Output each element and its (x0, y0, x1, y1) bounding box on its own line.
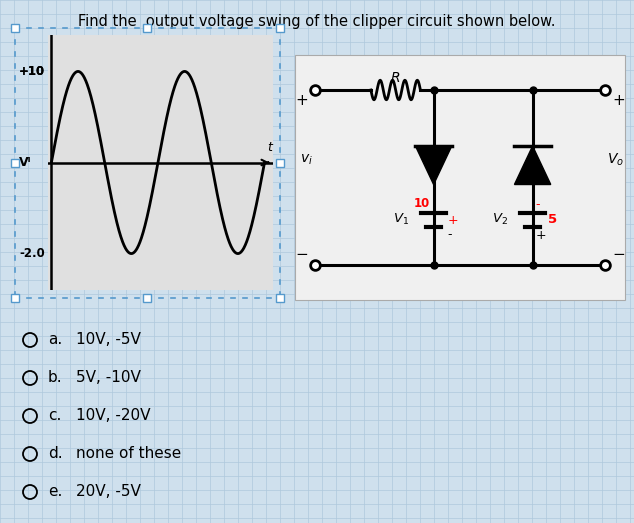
Text: 5: 5 (548, 213, 557, 226)
Text: $V_2$: $V_2$ (492, 212, 508, 227)
Text: t: t (267, 141, 272, 154)
Text: e.: e. (48, 484, 62, 499)
Text: none of these: none of these (76, 447, 181, 461)
Text: c.: c. (48, 408, 61, 424)
Text: Time: Time (145, 266, 177, 279)
Text: Find the  output voltage swing of the clipper circuit shown below.: Find the output voltage swing of the cli… (78, 14, 556, 29)
Text: -: - (535, 198, 540, 211)
Text: -2.0: -2.0 (19, 247, 45, 260)
Text: 10V, -20V: 10V, -20V (76, 408, 150, 424)
Text: a.: a. (48, 333, 62, 347)
Text: +10: +10 (19, 65, 45, 78)
Text: 5V, -10V: 5V, -10V (76, 370, 141, 385)
Text: 10V, -5V: 10V, -5V (76, 333, 141, 347)
Bar (11, 24, 19, 32)
Bar (276, 159, 284, 167)
Text: d.: d. (48, 447, 63, 461)
Text: +: + (535, 229, 546, 242)
Polygon shape (415, 146, 452, 185)
Text: −: − (295, 247, 308, 262)
Text: +: + (612, 93, 624, 108)
Text: +: + (295, 93, 308, 108)
Bar (11, 294, 19, 302)
Text: b.: b. (48, 370, 63, 385)
Text: R: R (391, 71, 401, 85)
Text: 20V, -5V: 20V, -5V (76, 484, 141, 499)
Bar (143, 24, 151, 32)
Text: Vᴵ: Vᴵ (19, 156, 32, 169)
Text: 10: 10 (414, 197, 430, 210)
Text: +: + (448, 214, 458, 228)
Bar (48, 35, 273, 290)
Bar (276, 24, 284, 32)
Text: +10: +10 (19, 65, 45, 78)
Text: $V_1$: $V_1$ (393, 212, 409, 227)
Text: -: - (448, 228, 452, 241)
Bar (143, 294, 151, 302)
Bar (11, 159, 19, 167)
Text: $v_i$: $v_i$ (301, 153, 313, 167)
Text: Sine wave: Sine wave (126, 53, 195, 66)
Polygon shape (514, 146, 551, 185)
Bar (276, 294, 284, 302)
Text: −: − (612, 247, 624, 262)
Text: $V_o$: $V_o$ (607, 152, 624, 168)
Bar (295, 55, 625, 300)
